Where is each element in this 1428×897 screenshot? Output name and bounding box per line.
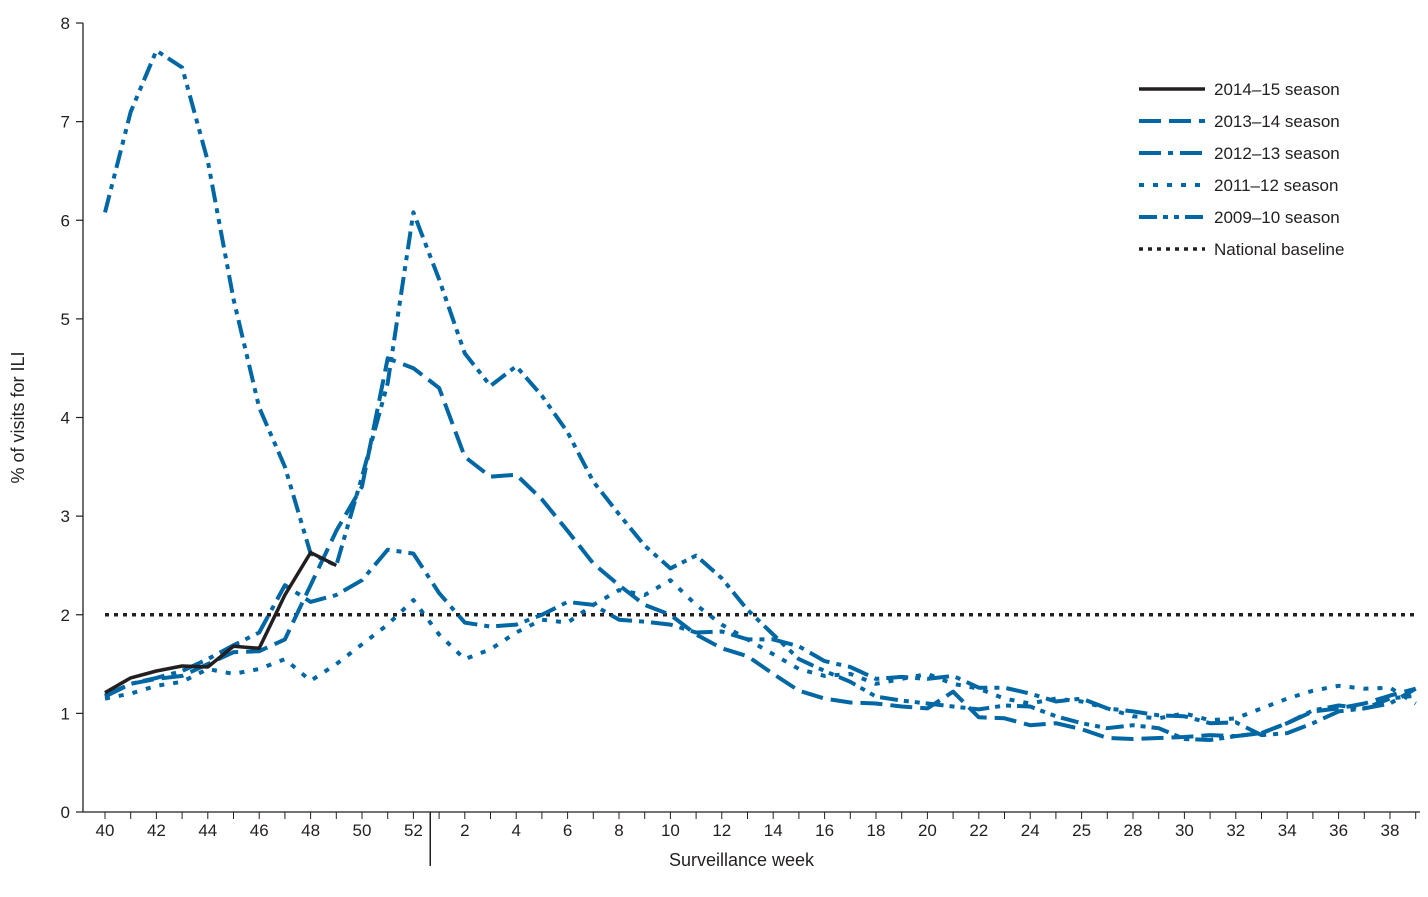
x-tick-label: 34 xyxy=(1278,821,1297,840)
series-line-2013-14-season xyxy=(104,356,1417,741)
y-tick-label: 4 xyxy=(61,409,70,428)
y-tick-label: 8 xyxy=(61,14,70,33)
x-tick-label: 8 xyxy=(614,821,623,840)
series-line-2012-13-season xyxy=(104,547,1417,738)
legend-label: 2013–14 season xyxy=(1214,112,1340,131)
legend-label: National baseline xyxy=(1214,240,1344,259)
x-tick-label: 52 xyxy=(404,821,423,840)
x-tick-label: 20 xyxy=(918,821,937,840)
x-tick-label: 22 xyxy=(969,821,988,840)
series-line-2014-15-season xyxy=(104,550,338,695)
y-tick-label: 5 xyxy=(61,310,70,329)
legend-label: 2012–13 season xyxy=(1214,144,1340,163)
x-tick-label: 14 xyxy=(764,821,783,840)
x-tick-label: 38 xyxy=(1381,821,1400,840)
legend: 2014–15 season 2013–14 season 2012–13 seas… xyxy=(1139,80,1344,259)
series-line-2011-12-season xyxy=(104,578,1417,723)
y-tick-label: 3 xyxy=(61,507,70,526)
x-tick-label: 10 xyxy=(661,821,680,840)
y-tick-label: 1 xyxy=(61,704,70,723)
x-tick-label: 4 xyxy=(511,821,520,840)
x-tick-label: 6 xyxy=(563,821,572,840)
x-tick-label: 12 xyxy=(712,821,731,840)
x-tick-label: 48 xyxy=(301,821,320,840)
y-tick-label: 0 xyxy=(61,803,70,822)
x-tick-label: 40 xyxy=(96,821,115,840)
x-tick-label: 24 xyxy=(1021,821,1040,840)
x-tick-label: 44 xyxy=(198,821,217,840)
x-tick-label: 25 xyxy=(1072,821,1091,840)
x-tick-label: 42 xyxy=(147,821,166,840)
legend-label: 2011–12 season xyxy=(1214,176,1338,195)
x-tick-label: 18 xyxy=(867,821,886,840)
series-line-2009-10-season xyxy=(103,48,1416,742)
legend-label: 2009–10 season xyxy=(1214,208,1340,227)
y-tick-label: 2 xyxy=(61,606,70,625)
series-lines xyxy=(103,48,1417,742)
x-axis-title: Surveillance week xyxy=(669,850,815,870)
y-tick-label: 6 xyxy=(61,211,70,230)
x-tick-label: 2 xyxy=(460,821,469,840)
x-tick-label: 50 xyxy=(353,821,372,840)
legend-label: 2014–15 season xyxy=(1214,80,1340,99)
x-tick-label: 46 xyxy=(250,821,269,840)
y-tick-label: 7 xyxy=(61,113,70,132)
y-axis-title: % of visits for ILI xyxy=(8,351,28,483)
x-tick-label: 32 xyxy=(1226,821,1245,840)
x-tick-label: 28 xyxy=(1124,821,1143,840)
x-tick-label: 16 xyxy=(815,821,834,840)
x-tick-label: 30 xyxy=(1175,821,1194,840)
x-tick-label: 36 xyxy=(1329,821,1348,840)
